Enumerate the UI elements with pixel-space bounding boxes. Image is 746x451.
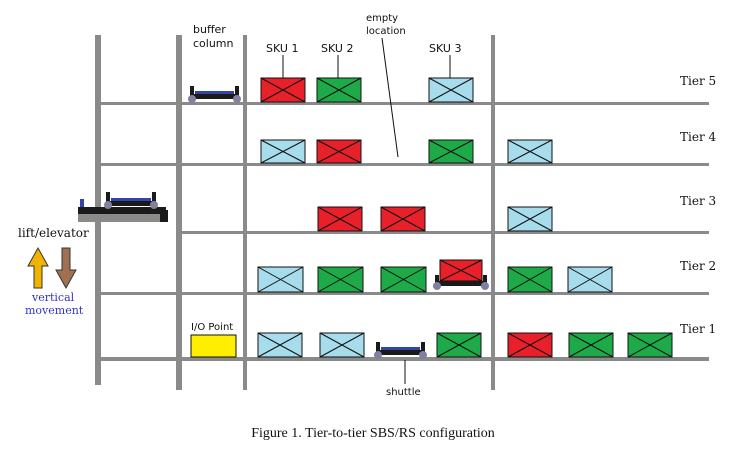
lift-elevator-label: lift/elevator [18,226,89,240]
lift-shuttle [104,192,158,209]
vertical-movement-label-line1: vertical [31,291,75,304]
tier1-sku3-box-b [319,332,365,358]
lift-platform [78,199,168,222]
tier1-sku1-box [507,332,553,358]
down-arrow-icon [55,247,77,290]
tier3-label: Tier 3 [680,194,716,208]
rack-right-rail [491,35,495,390]
tier1-label: Tier 1 [680,322,716,336]
buffer-column-label-line2: column [193,37,234,50]
tier4-label: Tier 4 [680,130,716,144]
tier2-sku2-box-c [507,266,553,293]
up-arrow-icon [27,246,49,289]
buffer-column-rail [176,35,182,390]
tier1-rail [101,357,709,361]
shuttle-label: shuttle [386,387,421,398]
sku2-label: SKU 2 [321,42,353,55]
tier5-rail [101,102,709,105]
tier4-sku3-box [260,139,306,164]
tier1-sku2-box-b [568,332,614,358]
tier5-sku1-box [260,77,306,103]
rack-left-rail [243,35,247,390]
io-point-box [190,334,237,358]
tier2-label: Tier 2 [680,259,716,273]
tier2-sku3-box-a [257,266,304,293]
empty-location-leader [381,37,399,158]
tier2-sku2-box-a [317,266,364,293]
tier4-sku1-box [316,139,362,164]
tier3-rail [182,231,709,234]
io-point-label: I/O Point [191,322,233,333]
empty-location-label-line1: empty [366,13,398,24]
tier1-sku3-box-a [257,332,303,358]
buffer-shuttle [188,86,241,103]
vertical-movement-label-line2: movement [25,304,84,317]
tier4-sku3-box-right [507,139,553,164]
tier2-sku3-box-b [567,266,613,293]
empty-location-label-line2: location [366,26,406,37]
tier1-sku2-box-c [627,332,673,358]
tier3-sku1-box-b [380,206,426,232]
shuttle-tier2 [433,275,489,290]
buffer-column-label-line1: buffer [193,23,226,36]
tier3-sku1-box-a [317,206,363,232]
tier4-sku2-box [428,139,474,164]
tier2-rail [101,292,709,295]
tier5-sku2-box [316,77,362,103]
figure-caption: Figure 1. Tier-to-tier SBS/RS configurat… [251,426,495,441]
sku-boxes [257,77,673,358]
sku1-label: SKU 1 [266,42,298,55]
tier4-rail [101,163,709,166]
sku3-label: SKU 3 [429,42,461,55]
tier3-sku3-box [507,206,553,232]
shuttle-tier1 [374,342,427,359]
tier2-sku2-box-b [380,266,427,293]
tier5-sku3-box [428,77,474,103]
tier1-sku2-box-a [436,332,482,358]
tier5-label: Tier 5 [680,74,716,88]
tier2-sku1-box-on-shuttle [439,259,483,282]
